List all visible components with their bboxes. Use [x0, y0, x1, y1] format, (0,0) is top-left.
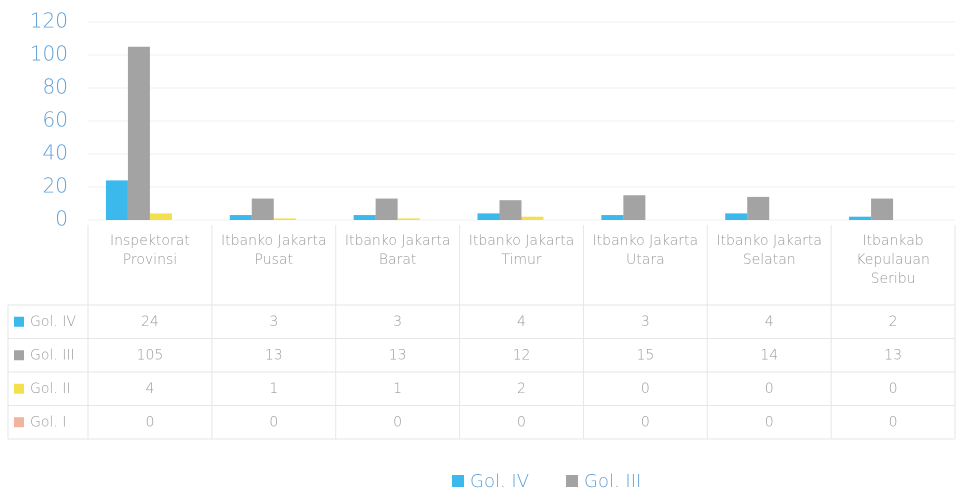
bar: [747, 196, 770, 220]
table-cell: 2: [517, 381, 526, 397]
row-label: Gol. III: [30, 347, 75, 363]
table-cell: 0: [393, 414, 402, 430]
category-label: Inspektorat Provinsi: [110, 233, 190, 268]
table-cell: 0: [641, 381, 650, 397]
bar: [127, 46, 150, 220]
table-cell: 24: [141, 314, 159, 330]
table-cell: 1: [393, 381, 402, 397]
table-cell: 0: [641, 414, 650, 430]
table-cell: 0: [889, 381, 898, 397]
bar: [521, 216, 544, 220]
table-cell: 14: [760, 347, 778, 363]
category-label: Itbanko Jakarta Barat: [344, 233, 451, 268]
table-cell: 3: [393, 314, 402, 330]
table-cell: 0: [765, 414, 774, 430]
y-tick-label: 0: [55, 207, 68, 231]
table-cell: 3: [641, 314, 650, 330]
row-key: [14, 383, 24, 394]
bar: [623, 195, 646, 220]
row-key: [14, 316, 24, 327]
bar: [375, 198, 398, 220]
bar: [149, 213, 172, 220]
bar: [849, 216, 872, 220]
table-cell: 2: [889, 314, 898, 330]
table-cell: 13: [389, 347, 407, 363]
bar: [601, 215, 624, 220]
row-key: [14, 350, 24, 361]
row-label: Gol. II: [30, 381, 70, 397]
table-cell: 1: [269, 381, 278, 397]
row-label: Gol. I: [30, 414, 66, 430]
row-key: [14, 417, 24, 428]
legend-label: Gol. IV: [470, 471, 529, 490]
bar: [499, 200, 522, 220]
category-label: Itbanko Jakarta Utara: [592, 233, 699, 268]
table-cell: 4: [765, 314, 774, 330]
bar: [273, 218, 296, 220]
table-cell: 0: [517, 414, 526, 430]
bar: [725, 213, 748, 220]
table-cell: 3: [269, 314, 278, 330]
table-cell: 13: [265, 347, 283, 363]
table-cell: 0: [145, 414, 154, 430]
y-tick-label: 120: [30, 9, 68, 33]
y-tick-label: 40: [43, 141, 68, 165]
bar: [229, 215, 252, 220]
bar: [477, 213, 500, 220]
table-cell: 105: [137, 347, 164, 363]
y-tick-label: 20: [43, 174, 68, 198]
table-cell: 0: [269, 414, 278, 430]
table-cell: 4: [145, 381, 154, 397]
legend-label: Gol. III: [584, 471, 641, 490]
bar: [353, 215, 376, 220]
row-label: Gol. IV: [30, 314, 76, 330]
category-label: Itbanko Jakarta Selatan: [716, 233, 822, 268]
table-cell: 0: [765, 381, 774, 397]
y-tick-label: 100: [30, 42, 68, 66]
category-label: Itbankab Kepulauan Seribu: [856, 233, 930, 287]
bar: [397, 218, 420, 220]
legend-key: [452, 475, 464, 487]
table-cell: 0: [889, 414, 898, 430]
y-tick-label: 60: [43, 108, 68, 132]
table-cell: 15: [636, 347, 654, 363]
bar: [251, 198, 274, 220]
table-cell: 13: [884, 347, 902, 363]
legend-key: [566, 475, 578, 487]
bar: [105, 180, 128, 220]
category-label: Itbanko Jakarta Timur: [468, 233, 575, 268]
bar: [871, 198, 894, 220]
table-cell: 4: [517, 314, 526, 330]
category-label: Itbanko Jakarta Pusat: [220, 233, 327, 268]
table-cell: 12: [513, 347, 531, 363]
y-tick-label: 80: [43, 75, 68, 99]
